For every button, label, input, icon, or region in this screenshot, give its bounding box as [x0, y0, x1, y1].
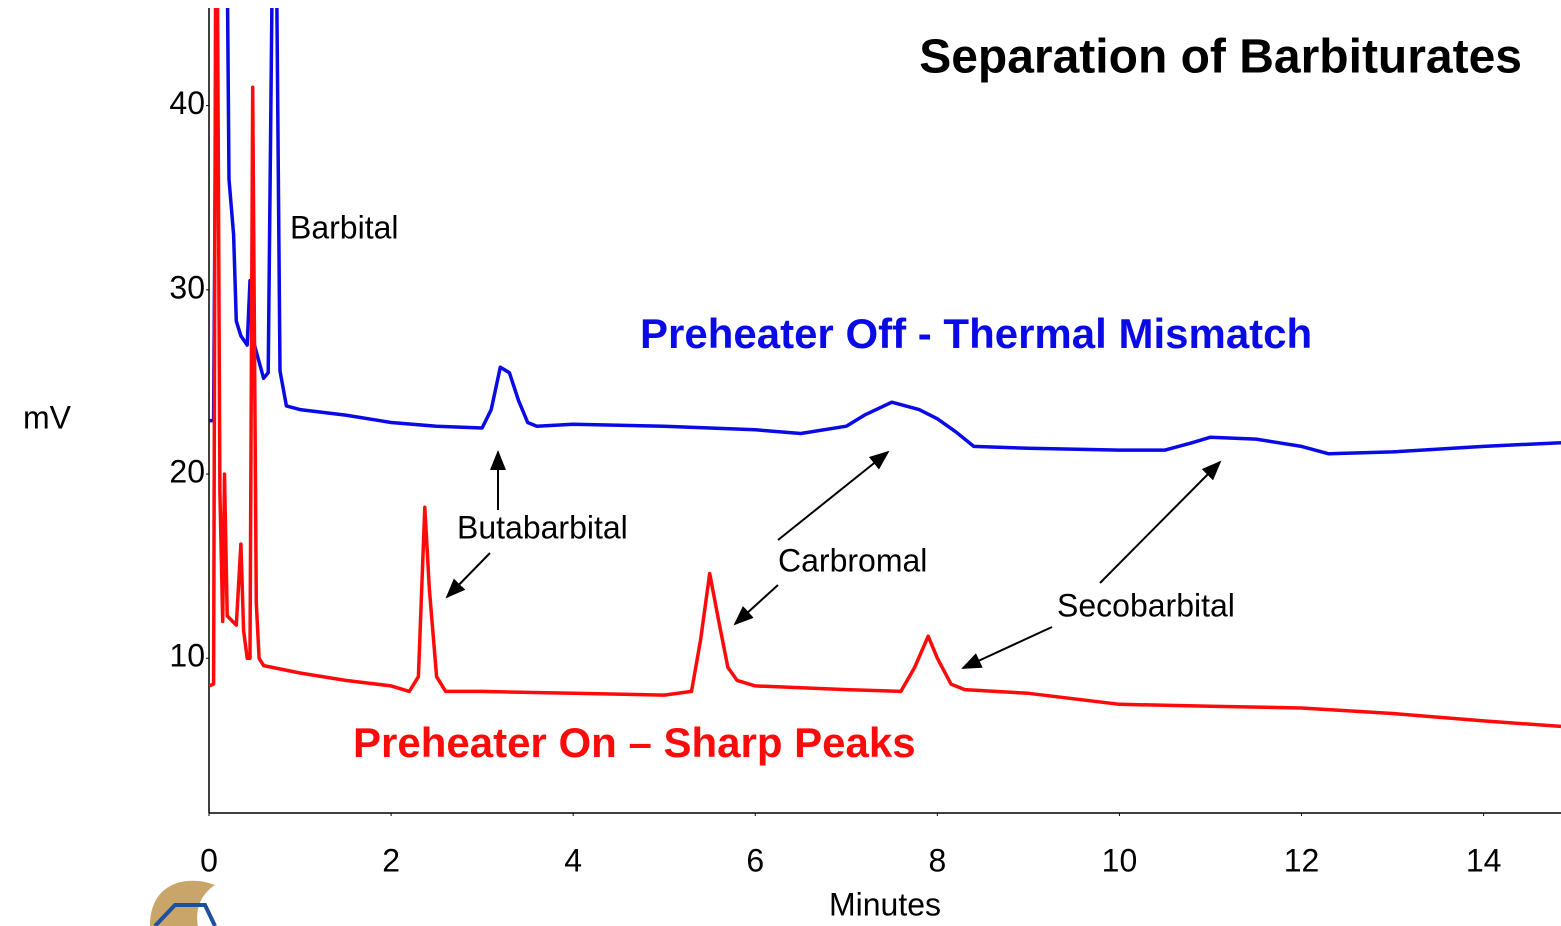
y-axis-label: mV [23, 399, 72, 435]
annotation: Barbital [290, 209, 399, 245]
x-tick-label: 0 [200, 842, 218, 878]
annotation-arrow [445, 552, 491, 599]
logo [150, 880, 217, 926]
annotation: Carbromal [778, 542, 927, 578]
y-tick-label: 10 [169, 638, 205, 674]
annotation-arrow [777, 450, 890, 541]
x-tick-label: 8 [928, 842, 946, 878]
series-label: Preheater On – Sharp Peaks [353, 719, 916, 766]
x-tick-label: 14 [1466, 842, 1502, 878]
annotation: Butabarbital [457, 509, 628, 545]
annotation-arrow [1099, 460, 1222, 584]
x-tick-label: 10 [1102, 842, 1138, 878]
x-tick-label: 12 [1284, 842, 1320, 878]
series-label: Preheater Off - Thermal Mismatch [640, 310, 1312, 357]
x-tick-label: 4 [564, 842, 582, 878]
series-line [209, 8, 1561, 729]
chart-title: Separation of Barbiturates [919, 31, 1522, 84]
annotation: Secobarbital [1057, 587, 1235, 623]
y-tick-label: 30 [169, 269, 205, 305]
y-tick-label: 40 [169, 85, 205, 121]
x-tick-label: 2 [382, 842, 400, 878]
plot-area [209, 8, 1561, 729]
annotation-arrow [733, 584, 779, 626]
annotation-arrow [961, 626, 1053, 669]
x-axis-label: Minutes [829, 886, 941, 922]
y-tick-label: 20 [169, 454, 205, 490]
series-line [209, 8, 1561, 456]
x-tick-label: 6 [746, 842, 764, 878]
